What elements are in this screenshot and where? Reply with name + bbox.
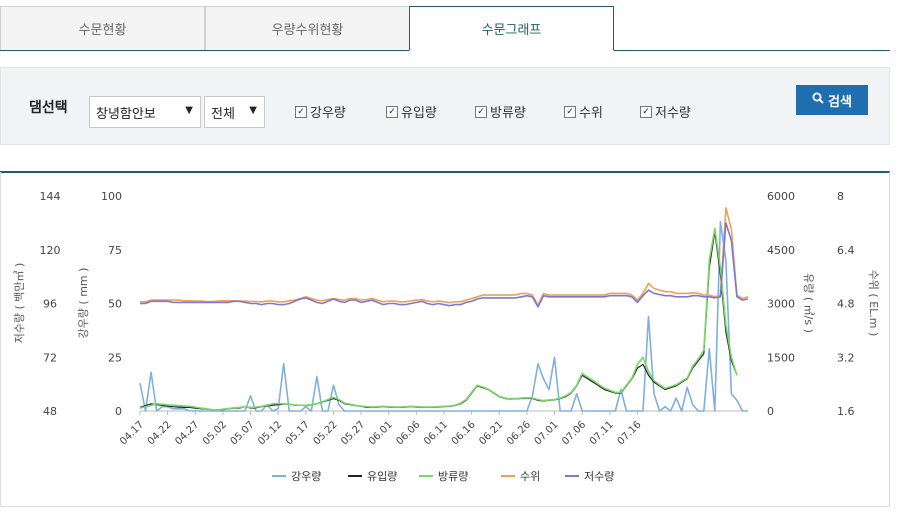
legend-label: 유입량 — [367, 470, 397, 483]
tick-label-storage: 120 — [40, 244, 61, 257]
tick-label-flow: 0 — [767, 405, 774, 418]
tick-label-flow: 6000 — [767, 190, 795, 203]
tick-label-level: 1.6 — [837, 405, 855, 418]
tick-label-level: 4.8 — [837, 298, 855, 311]
tick-label-storage: 96 — [43, 298, 57, 311]
tick-label-level: 8 — [837, 190, 844, 203]
tick-label-rainfall: 50 — [108, 298, 122, 311]
dam-select-label: 댐선택 — [29, 100, 68, 116]
tick-label-level: 6.4 — [837, 244, 855, 257]
tick-label-storage: 72 — [43, 351, 57, 364]
tab-rainfall-level-status[interactable]: 우량수위현황 — [205, 6, 410, 50]
hydrology-chart-panel: 144 120 96 72 48 100 75 50 25 0 6000 4500 3000 1500 0 8… — [0, 171, 890, 507]
checkbox-label: 저수량 — [655, 106, 691, 121]
tab-hydrology-status[interactable]: 수문현황 — [0, 6, 205, 50]
axis-title-storage: 저수량 ( 백만㎥ ) — [13, 263, 26, 344]
x-tick-label: 05.27 — [339, 419, 367, 447]
dam-select[interactable]: 창녕함안보 ▼ — [89, 96, 201, 128]
tick-label-storage: 48 — [43, 405, 57, 418]
axis-title-rainfall: 강우량 ( mm ) — [77, 268, 90, 339]
series-line-0 — [139, 220, 748, 412]
hydrology-chart: 144 120 96 72 48 100 75 50 25 0 6000 4500 3000 1500 0 8… — [13, 190, 880, 483]
tick-label-flow: 1500 — [767, 351, 795, 364]
tab-bar: 수문현황 우량수위현황 수문그래프 — [0, 0, 898, 51]
checkbox-checked-icon[interactable]: ✓ — [295, 105, 307, 118]
x-tick-label: 06.11 — [422, 419, 450, 447]
checkbox-checked-icon[interactable]: ✓ — [475, 105, 487, 118]
filter-panel: 댐선택 창녕함안보 ▼ 전체 ▼ ✓ 강우량 ✓ 유입량 ✓ 방류량 ✓ 수위 … — [0, 67, 890, 145]
x-tick-label: 05.12 — [256, 419, 284, 447]
x-tick-label: 06.26 — [505, 419, 533, 447]
axis-title-flow: 유량 ( ㎥/s ) — [802, 273, 815, 333]
tick-label-flow: 3000 — [767, 298, 795, 311]
x-tick-label: 06.06 — [394, 419, 422, 447]
tick-label-rainfall: 75 — [108, 244, 122, 257]
x-tick-label: 05.17 — [284, 419, 312, 447]
x-tick-label: 04.17 — [118, 419, 146, 447]
dropdown-arrow-icon: ▼ — [249, 105, 257, 116]
x-tick-label: 05.22 — [312, 419, 340, 447]
period-select-value: 전체 — [211, 107, 235, 122]
series-line-1 — [139, 231, 738, 411]
checkbox-label: 강우량 — [310, 106, 346, 121]
checkbox-checked-icon[interactable]: ✓ — [564, 105, 576, 118]
checkbox-storage[interactable]: ✓ 저수량 — [640, 102, 691, 121]
tick-label-storage: 144 — [40, 190, 61, 203]
x-tick-label: 07.16 — [616, 419, 644, 447]
x-tick-label: 04.22 — [146, 419, 174, 447]
checkbox-rainfall[interactable]: ✓ 강우량 — [295, 102, 346, 121]
x-tick-label: 05.07 — [229, 419, 257, 447]
checkbox-label: 유입량 — [401, 106, 437, 121]
tick-label-rainfall: 100 — [101, 190, 122, 203]
checkbox-checked-icon[interactable]: ✓ — [640, 105, 652, 118]
period-select[interactable]: 전체 ▼ — [204, 96, 265, 128]
search-button-label: 검색 — [828, 94, 852, 110]
search-icon — [812, 92, 824, 108]
axis-title-level: 수위 ( EL.m ) — [867, 270, 880, 337]
x-tick-label: 06.01 — [367, 419, 395, 447]
checkbox-label: 방류량 — [490, 106, 526, 121]
x-tick-label: 06.16 — [450, 419, 478, 447]
series-line-3 — [140, 206, 749, 306]
checkbox-checked-icon[interactable]: ✓ — [386, 105, 398, 118]
series-line-4 — [140, 222, 749, 308]
dropdown-arrow-icon: ▼ — [185, 105, 193, 116]
tab-hydrology-graph[interactable]: 수문그래프 — [409, 6, 614, 51]
checkbox-inflow[interactable]: ✓ 유입량 — [386, 102, 437, 121]
x-tick-label: 07.01 — [533, 419, 561, 447]
x-tick-label: 05.02 — [201, 419, 229, 447]
legend-label: 방류량 — [438, 470, 468, 483]
tick-label-rainfall: 25 — [108, 351, 122, 364]
legend-label: 저수량 — [584, 470, 614, 483]
series-line-2 — [139, 227, 738, 411]
x-tick-label: 07.06 — [560, 419, 588, 447]
x-tick-label: 06.21 — [477, 419, 505, 447]
search-button[interactable]: 검색 — [796, 85, 868, 115]
legend-label: 수위 — [520, 470, 540, 483]
checkbox-water-level[interactable]: ✓ 수위 — [564, 102, 603, 121]
checkbox-label: 수위 — [579, 106, 603, 121]
checkbox-outflow[interactable]: ✓ 방류량 — [475, 102, 526, 121]
legend-label: 강우량 — [291, 470, 321, 483]
x-tick-label: 07.11 — [588, 419, 616, 447]
tick-label-rainfall: 0 — [115, 405, 122, 418]
x-tick-label: 04.27 — [173, 419, 201, 447]
tick-label-level: 3.2 — [837, 351, 855, 364]
dam-select-value: 창녕함안보 — [96, 107, 156, 122]
tick-label-flow: 4500 — [767, 244, 795, 257]
